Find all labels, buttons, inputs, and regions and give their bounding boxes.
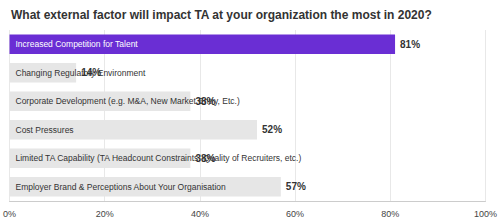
svg-text:40%: 40% xyxy=(191,209,209,219)
svg-text:What external factor will impa: What external factor will impact TA at y… xyxy=(11,8,432,22)
svg-text:Cost Pressures: Cost Pressures xyxy=(16,125,74,135)
svg-text:80%: 80% xyxy=(381,209,399,219)
svg-text:60%: 60% xyxy=(286,209,304,219)
svg-text:57%: 57% xyxy=(286,181,306,192)
svg-text:Changing Regulatory Environmen: Changing Regulatory Environment xyxy=(16,68,147,78)
svg-text:Increased Competition for Tale: Increased Competition for Talent xyxy=(16,39,139,49)
svg-text:Limited TA Capability (TA Head: Limited TA Capability (TA Headcount Cons… xyxy=(16,153,302,163)
svg-text:100%: 100% xyxy=(474,209,497,219)
svg-text:52%: 52% xyxy=(262,124,282,135)
svg-text:81%: 81% xyxy=(400,39,420,50)
svg-text:20%: 20% xyxy=(96,209,114,219)
svg-text:Corporate Development (e.g. M&: Corporate Development (e.g. M&A, New Mar… xyxy=(16,96,240,106)
svg-text:Employer Brand & Perceptions A: Employer Brand & Perceptions About Your … xyxy=(16,182,227,192)
svg-text:0%: 0% xyxy=(3,209,16,219)
